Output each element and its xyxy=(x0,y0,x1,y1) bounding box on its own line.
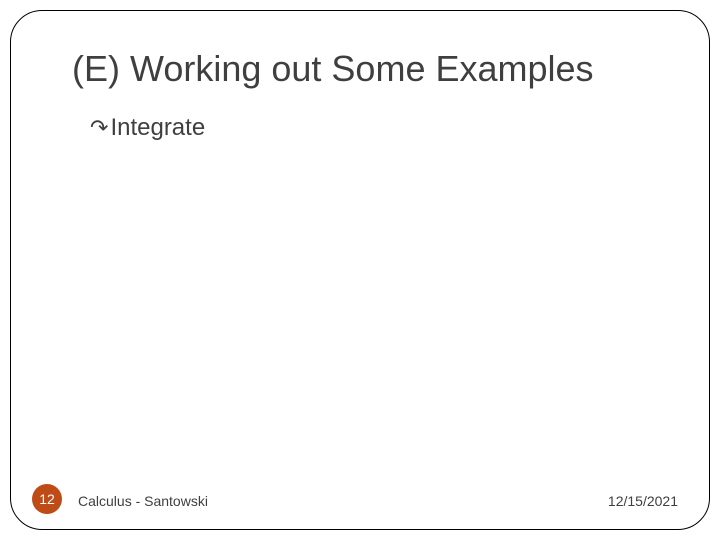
bullet-arrow-icon: ↷ xyxy=(90,117,108,139)
bullet-item: ↷ Integrate xyxy=(90,114,205,142)
footer-text: Calculus - Santowski xyxy=(78,493,208,509)
slide-title: (E) Working out Some Examples xyxy=(72,48,594,90)
slide-number: 12 xyxy=(39,491,55,507)
slide-number-badge: 12 xyxy=(32,484,62,514)
bullet-text: Integrate xyxy=(110,114,205,142)
date-text: 12/15/2021 xyxy=(608,493,678,509)
